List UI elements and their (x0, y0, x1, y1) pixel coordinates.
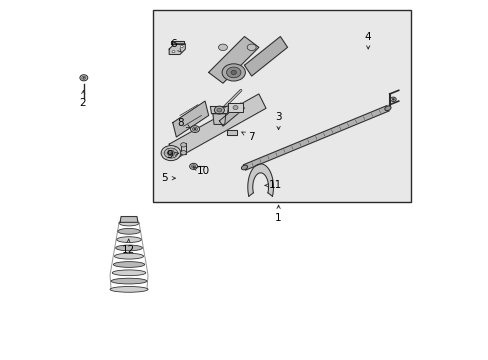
Polygon shape (244, 37, 287, 76)
Ellipse shape (114, 253, 143, 259)
Ellipse shape (218, 44, 227, 50)
Text: 7: 7 (241, 132, 254, 142)
Polygon shape (171, 41, 184, 44)
Ellipse shape (233, 105, 238, 109)
Text: 4: 4 (364, 32, 371, 49)
Ellipse shape (112, 270, 145, 276)
Text: 6: 6 (170, 39, 181, 53)
Ellipse shape (167, 150, 174, 156)
Polygon shape (169, 44, 185, 54)
Ellipse shape (110, 287, 148, 292)
Ellipse shape (391, 98, 394, 100)
Ellipse shape (80, 75, 88, 81)
Ellipse shape (226, 67, 241, 78)
Ellipse shape (180, 45, 183, 48)
Text: 10: 10 (193, 166, 209, 176)
Text: 11: 11 (264, 180, 281, 190)
Polygon shape (219, 103, 244, 126)
Polygon shape (228, 103, 242, 112)
Ellipse shape (389, 97, 395, 102)
Polygon shape (169, 94, 265, 158)
Ellipse shape (189, 163, 197, 170)
Polygon shape (212, 114, 225, 125)
Ellipse shape (119, 220, 139, 226)
Ellipse shape (161, 145, 181, 161)
Ellipse shape (230, 70, 236, 75)
Ellipse shape (164, 148, 178, 158)
Polygon shape (208, 37, 258, 83)
Polygon shape (120, 217, 138, 222)
Polygon shape (243, 105, 388, 170)
Ellipse shape (214, 106, 224, 114)
Ellipse shape (81, 76, 86, 80)
Ellipse shape (172, 50, 175, 53)
Ellipse shape (115, 245, 142, 251)
Ellipse shape (191, 165, 195, 168)
Ellipse shape (194, 128, 196, 130)
Ellipse shape (113, 262, 144, 267)
Text: 2: 2 (79, 90, 85, 108)
Ellipse shape (384, 106, 390, 111)
Ellipse shape (241, 165, 247, 170)
Polygon shape (210, 107, 228, 114)
Text: 1: 1 (275, 205, 281, 222)
Ellipse shape (247, 44, 256, 50)
Ellipse shape (118, 229, 140, 234)
Polygon shape (247, 164, 273, 196)
Ellipse shape (222, 64, 245, 81)
Ellipse shape (192, 127, 197, 131)
Ellipse shape (180, 143, 186, 147)
Ellipse shape (190, 126, 199, 132)
Text: 9: 9 (166, 150, 179, 160)
Ellipse shape (192, 166, 194, 167)
Ellipse shape (217, 108, 222, 112)
Polygon shape (181, 143, 185, 154)
Ellipse shape (180, 150, 186, 155)
Ellipse shape (111, 278, 146, 284)
Text: 5: 5 (161, 173, 175, 183)
Text: 3: 3 (275, 112, 281, 130)
Text: 12: 12 (121, 239, 134, 255)
Text: 8: 8 (177, 118, 189, 128)
Ellipse shape (117, 237, 141, 243)
Bar (153, 10, 410, 202)
Ellipse shape (83, 77, 84, 78)
Polygon shape (172, 101, 208, 137)
Polygon shape (226, 130, 237, 135)
